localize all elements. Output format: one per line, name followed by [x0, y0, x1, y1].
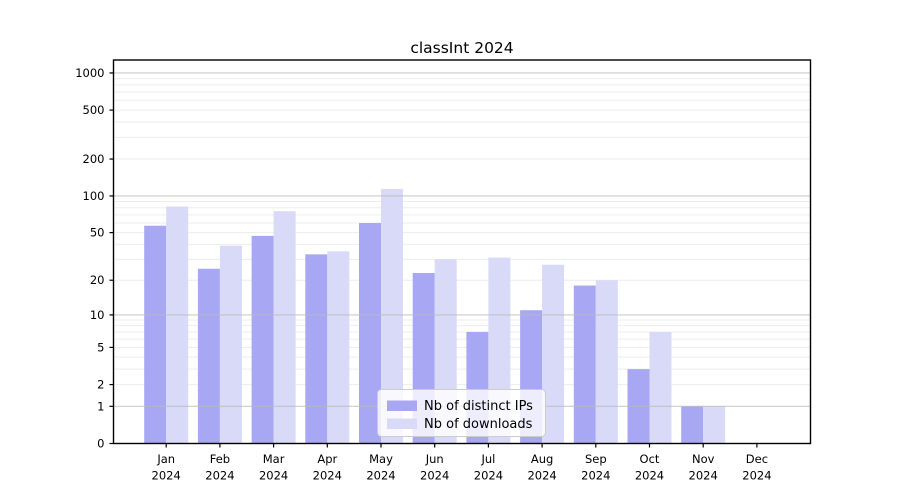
y-tick-label: 10 — [90, 308, 105, 322]
x-tick-label-year: 2024 — [742, 469, 771, 483]
x-tick-label-month: Apr — [317, 452, 337, 466]
x-tick-label-year: 2024 — [420, 469, 449, 483]
x-tick-label-month: Jan — [156, 452, 175, 466]
x-tick-label-year: 2024 — [527, 469, 556, 483]
bar-may-downloads — [381, 189, 403, 444]
bar-mar-distinct-ips — [251, 235, 274, 444]
legend-label-distinct-ips: Nb of distinct IPs — [424, 399, 533, 414]
bar-mar-downloads — [273, 211, 296, 444]
x-tick-label-month: Sep — [585, 452, 607, 466]
legend-label-downloads: Nb of downloads — [424, 417, 533, 432]
bar-apr-downloads — [327, 251, 350, 444]
y-tick-label: 2 — [97, 378, 104, 392]
x-tick-label-year: 2024 — [474, 469, 503, 483]
bar-may-distinct-ips — [359, 223, 381, 444]
bar-oct-downloads — [649, 331, 672, 444]
x-tick-label-year: 2024 — [313, 469, 342, 483]
x-tick-label-year: 2024 — [259, 469, 288, 483]
x-tick-label-year: 2024 — [205, 469, 234, 483]
legend-swatch-downloads — [387, 418, 417, 429]
y-tick-label: 200 — [83, 152, 105, 166]
y-tick-label: 20 — [90, 273, 105, 287]
x-tick-label-month: Oct — [640, 452, 660, 466]
x-tick-label-year: 2024 — [689, 469, 718, 483]
bar-apr-distinct-ips — [305, 254, 328, 444]
x-tick-label-year: 2024 — [366, 469, 395, 483]
x-tick-label-month: Mar — [263, 452, 285, 466]
x-tick-label-month: Jul — [480, 452, 495, 466]
y-tick-label: 1 — [97, 399, 104, 413]
y-tick-label: 5 — [97, 340, 104, 354]
x-tick-label-month: Jun — [425, 452, 444, 466]
x-tick-label-month: May — [369, 452, 393, 466]
bar-nov-distinct-ips — [681, 406, 704, 444]
legend-swatch-distinct-ips — [387, 400, 417, 411]
y-tick-label: 100 — [83, 189, 105, 203]
x-tick-label-year: 2024 — [581, 469, 610, 483]
bar-nov-downloads — [703, 406, 726, 444]
x-tick-label-month: Nov — [692, 452, 715, 466]
x-tick-label-year: 2024 — [635, 469, 664, 483]
bar-jan-distinct-ips — [144, 225, 167, 444]
plot-border — [112, 59, 812, 445]
bar-feb-distinct-ips — [197, 268, 220, 444]
x-tick-label-year: 2024 — [152, 469, 181, 483]
bar-feb-downloads — [219, 245, 242, 444]
y-tick-label: 500 — [83, 103, 105, 117]
x-tick-label-month: Feb — [210, 452, 230, 466]
y-tick-label: 0 — [97, 437, 104, 451]
bar-aug-downloads — [542, 264, 565, 444]
bar-sep-downloads — [595, 280, 618, 444]
legend-box — [377, 389, 546, 437]
y-tick-label: 1000 — [75, 66, 104, 80]
bar-jan-downloads — [166, 206, 189, 444]
x-tick-label-month: Aug — [531, 452, 553, 466]
bar-sep-distinct-ips — [573, 285, 596, 444]
x-tick-label-month: Dec — [746, 452, 768, 466]
chart-title: classInt 2024 — [410, 39, 513, 57]
y-tick-label: 50 — [90, 226, 105, 240]
